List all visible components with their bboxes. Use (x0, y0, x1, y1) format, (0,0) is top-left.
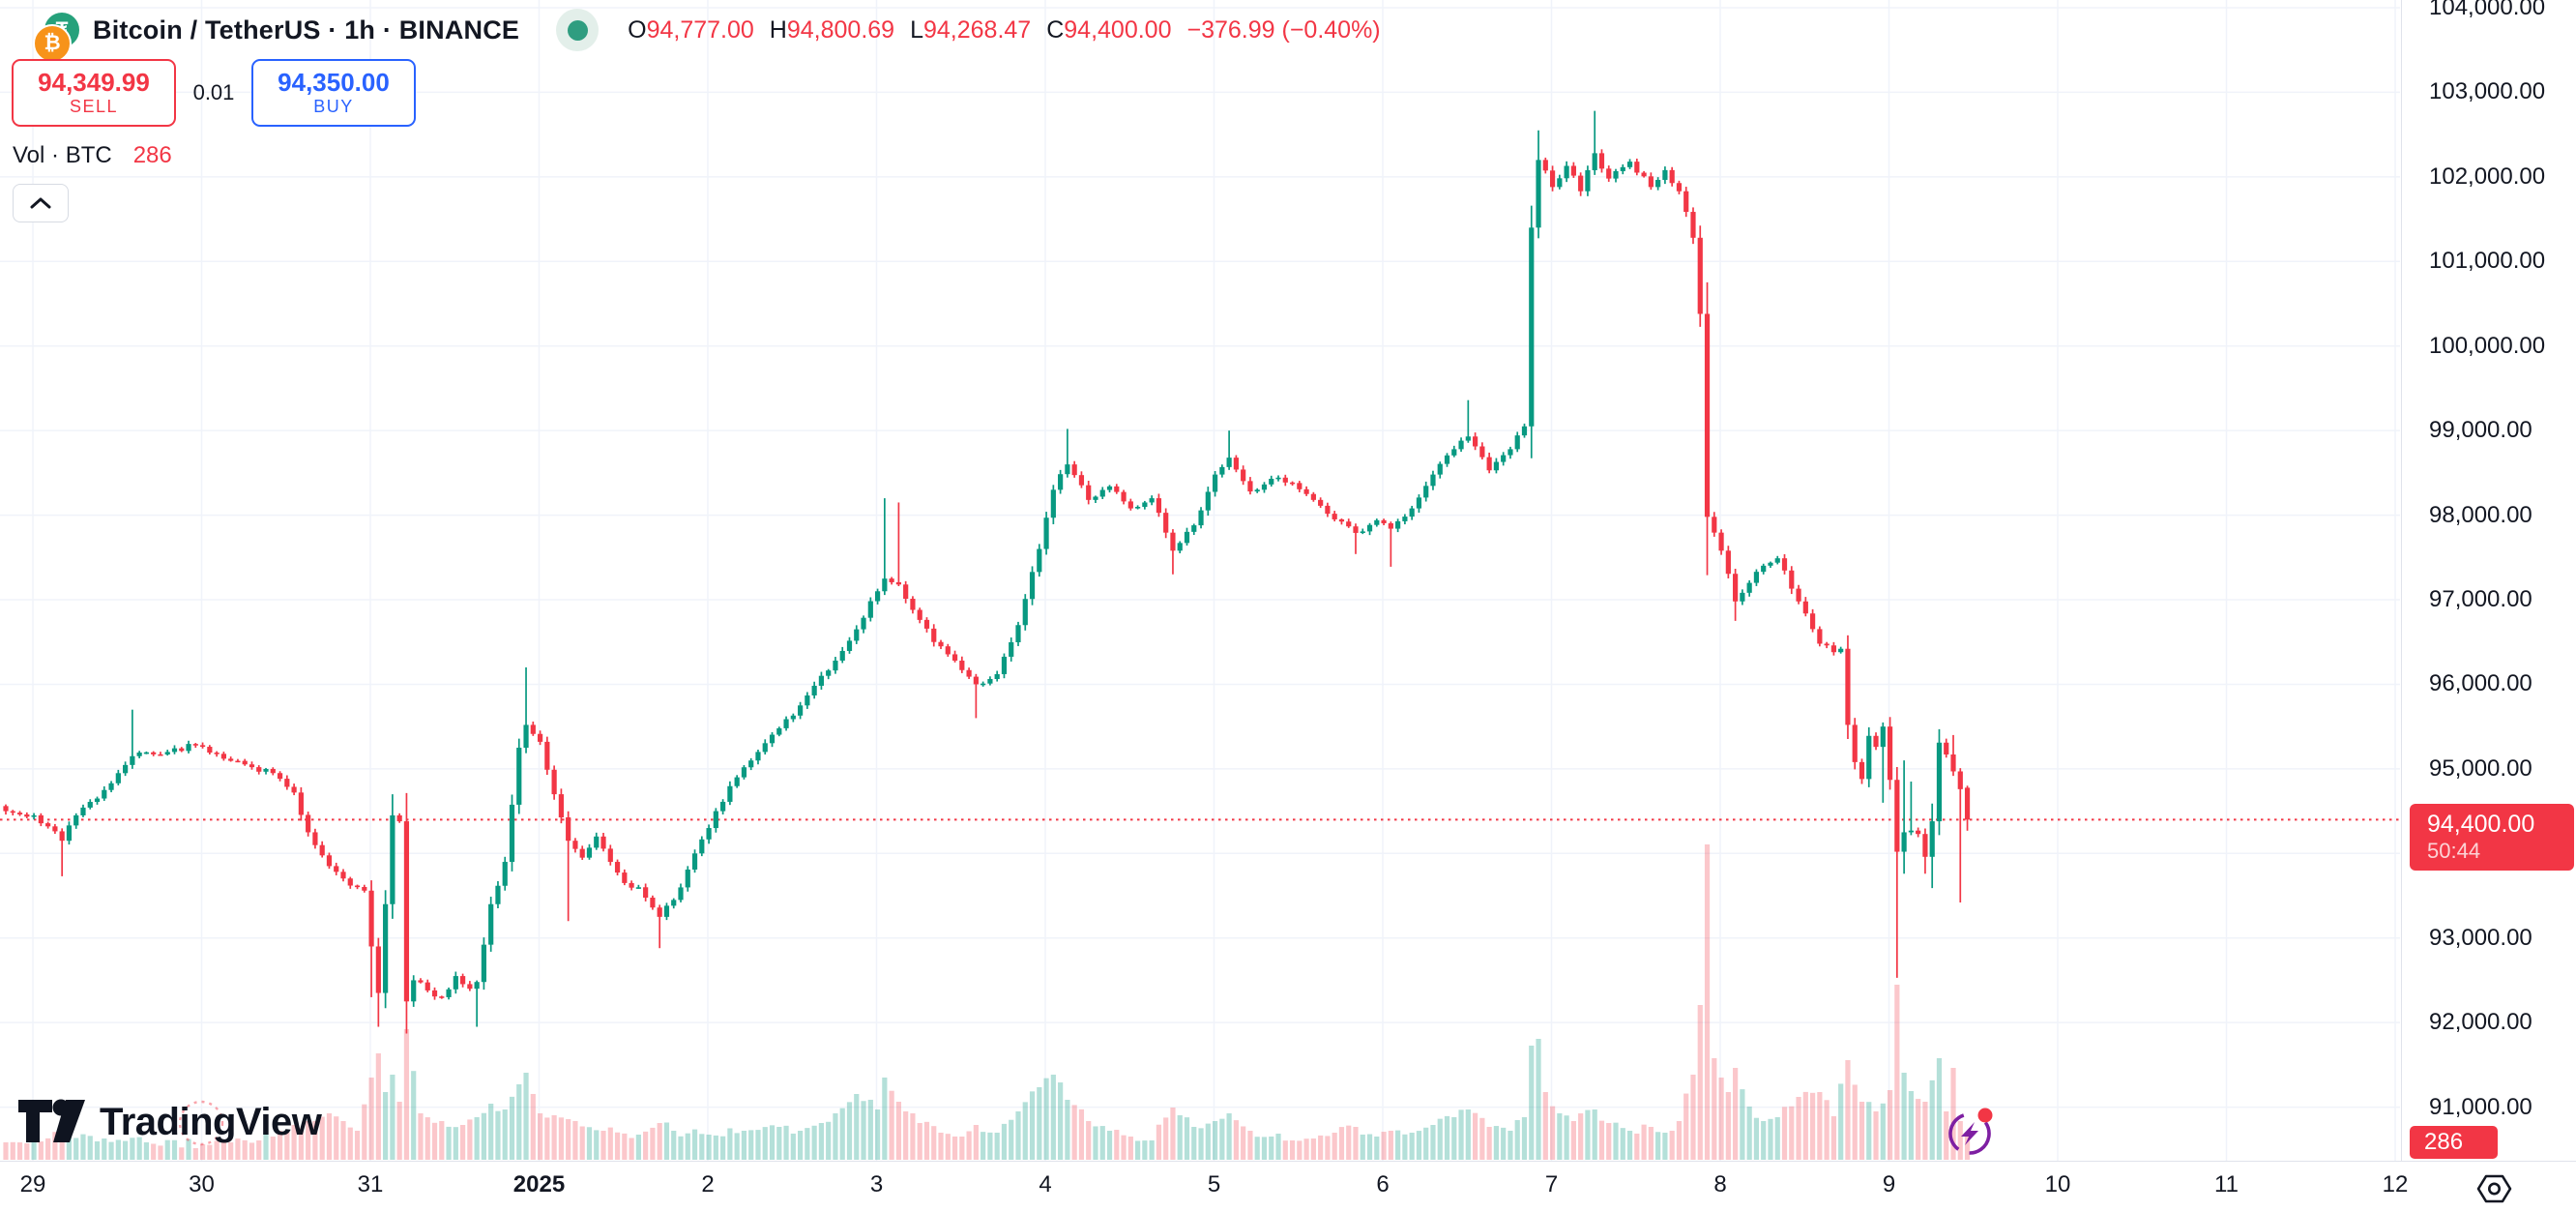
current-price-badge: 94,400.00 50:44 (2410, 804, 2574, 872)
price-axis-label: 104,000.00 (2429, 0, 2546, 20)
tradingview-watermark: TradingView (17, 1099, 322, 1145)
price-axis-label: 92,000.00 (2429, 1009, 2532, 1036)
price-axis-label: 97,000.00 (2429, 586, 2532, 612)
high-value: 94,800.69 (786, 15, 895, 44)
volume-study-label[interactable]: Vol · BTC (13, 142, 112, 168)
spread-value: 0.01 (192, 80, 235, 104)
time-axis-label: 5 (1207, 1171, 1221, 1197)
price-axis[interactable]: 104,000.00 103,000.00 102,000.00 101,000.00… (2401, 0, 2576, 1161)
time-axis-label: 4 (1039, 1171, 1052, 1197)
price-axis-label: 91,000.00 (2429, 1093, 2532, 1120)
price-axis-label: 99,000.00 (2429, 417, 2532, 444)
trade-panel: 94,349.99 SELL 0.01 94,350.00 BUY (12, 59, 416, 127)
time-axis-label: 11 (2214, 1171, 2239, 1197)
sell-label: SELL (69, 97, 119, 116)
current-price: 94,400.00 (2427, 811, 2535, 839)
buy-button[interactable]: 94,350.00 BUY (251, 59, 416, 127)
time-axis-label: 30 (189, 1171, 215, 1197)
volume-study-legend: Vol · BTC 286 (13, 142, 172, 169)
time-axis-label: 9 (1882, 1171, 1896, 1197)
buy-label: BUY (313, 97, 354, 116)
low-label: L (910, 15, 923, 44)
volume-value-badge: 286 (2410, 1126, 2498, 1159)
change-value: −376.99 (−0.40%) (1186, 15, 1381, 44)
low-value: 94,268.47 (922, 15, 1032, 44)
sell-price: 94,349.99 (38, 68, 150, 97)
time-axis-label: 3 (869, 1171, 884, 1197)
buy-price: 94,350.00 (278, 68, 390, 97)
time-axis-label: 31 (357, 1171, 384, 1197)
sell-button[interactable]: 94,349.99 SELL (12, 59, 176, 127)
close-value: 94,400.00 (1064, 15, 1172, 44)
price-axis-label: 103,000.00 (2429, 78, 2546, 105)
price-axis-label: 98,000.00 (2429, 501, 2532, 528)
volume-study-value: 286 (132, 142, 172, 168)
time-axis-label: 2025 (512, 1171, 566, 1197)
annotation-circle (178, 1100, 224, 1146)
price-axis-label: 93,000.00 (2429, 924, 2532, 951)
tradingview-wordmark: TradingView (100, 1100, 322, 1143)
price-axis-label: 100,000.00 (2429, 332, 2546, 359)
price-axis-label: 95,000.00 (2429, 754, 2532, 782)
time-axis-label: 29 (19, 1171, 46, 1197)
close-label: C (1046, 15, 1065, 44)
ohlc-legend: O94,777.00 H94,800.69 L94,268.47 C94,400… (628, 16, 1381, 44)
open-label: O (628, 15, 647, 44)
chevron-up-icon (30, 197, 51, 209)
symbol-title[interactable]: Bitcoin / TetherUS · 1h · BINANCE (93, 15, 520, 44)
time-axis[interactable]: 29 30 31 2025 2 3 4 5 6 7 8 9 10 11 12 (0, 1161, 2576, 1212)
stream-lightning-icon[interactable] (1943, 1107, 1997, 1161)
price-axis-label: 96,000.00 (2429, 670, 2532, 697)
bar-countdown: 50:44 (2427, 839, 2481, 864)
time-axis-label: 10 (2044, 1171, 2071, 1197)
price-axis-label: 102,000.00 (2429, 163, 2546, 190)
time-axis-label: 8 (1713, 1171, 1727, 1197)
notification-dot (1977, 1108, 1993, 1123)
collapse-pane-button[interactable] (13, 184, 69, 222)
time-axis-settings-icon[interactable] (2475, 1173, 2514, 1204)
price-axis-label: 101,000.00 (2429, 248, 2546, 275)
time-axis-label: 12 (2382, 1171, 2409, 1197)
time-axis-label: 2 (701, 1171, 715, 1197)
pair-icons: ₮ ₿ (19, 5, 81, 63)
symbol-legend: ₮ ₿ Bitcoin / TetherUS · 1h · BINANCE O9… (19, 5, 1381, 63)
market-status-dot[interactable] (556, 9, 600, 51)
time-axis-label: 6 (1376, 1171, 1390, 1197)
time-axis-label: 7 (1544, 1171, 1559, 1197)
high-label: H (769, 15, 787, 44)
tradingview-logo-icon (18, 1099, 85, 1142)
bitcoin-icon: ₿ (33, 24, 72, 63)
open-value: 94,777.00 (646, 15, 754, 44)
